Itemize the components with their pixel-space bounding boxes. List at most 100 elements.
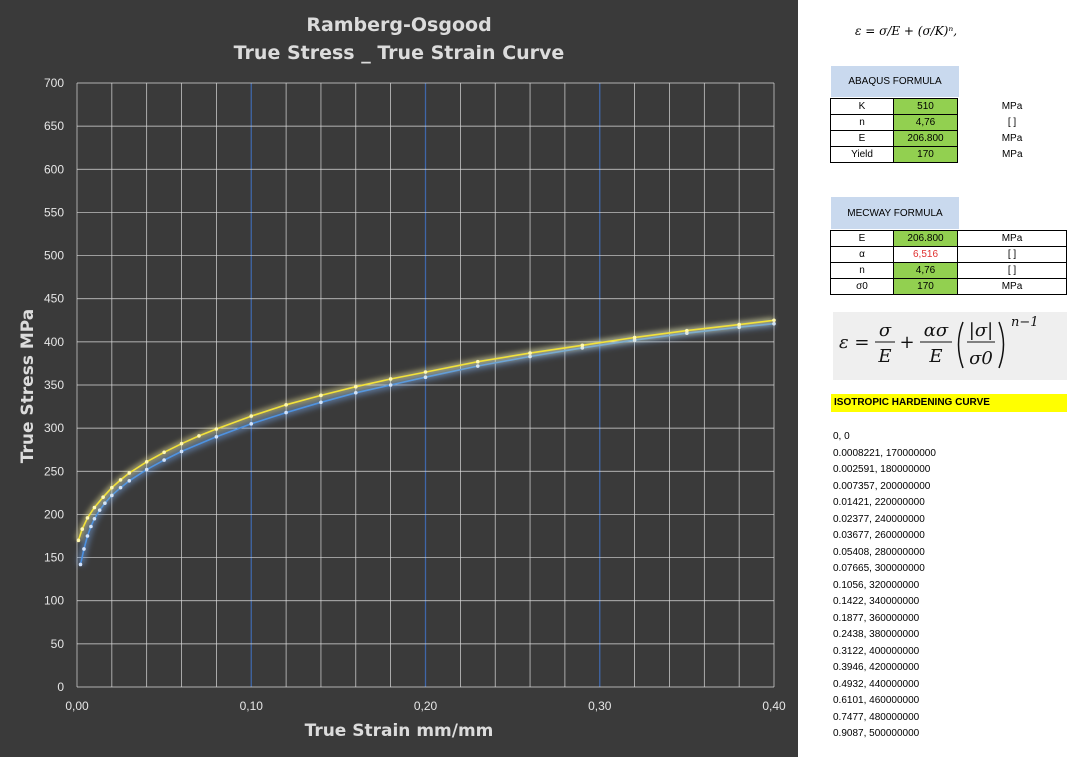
hardening-point: 0.2438, 380000000 [833, 629, 920, 640]
series-group [75, 316, 776, 567]
data-point [214, 434, 219, 439]
y-tick-label: 200 [44, 507, 64, 521]
y-axis-title: True Stress MPa [18, 309, 38, 464]
data-point [197, 434, 201, 438]
y-tick-label: 250 [44, 464, 64, 478]
data-point [179, 449, 184, 454]
param-row: σ0 170 MPa [830, 278, 1067, 295]
data-point [144, 459, 149, 464]
param-label: E [830, 130, 894, 147]
eq-exponent: n−1 [1011, 315, 1039, 330]
abaqus-table: K 510 MPa n 4,76 [ ] E 206.800 MPa Yield 170 MPa [830, 98, 1067, 163]
data-point [103, 501, 107, 506]
param-label: E [830, 230, 894, 247]
data-point [118, 478, 123, 482]
abaqus-equation: ε = σ/E + (σ/K)ⁿ, [855, 24, 958, 38]
isotropic-hardening-title: ISOTROPIC HARDENING CURVE [831, 394, 1067, 412]
mecway-table: E 206.800 MPa α 6,516[ ] n 4,76[ ] σ0 170 MPa [830, 230, 1067, 295]
data-point [144, 467, 149, 472]
hardening-point: 0.0008221, 170000000 [833, 447, 936, 459]
param-row: E 206.800 MPa [830, 130, 1067, 147]
y-tick-label: 550 [44, 205, 64, 219]
param-value[interactable]: 4,76 [893, 114, 958, 131]
param-unit: [ ] [1007, 117, 1017, 128]
param-row: K 510 MPa [830, 98, 1067, 115]
data-point [97, 508, 102, 512]
param-value[interactable]: 510 [893, 98, 958, 115]
data-point [388, 383, 393, 387]
param-label: α [830, 246, 894, 263]
isotropic-hardening-list: 0, 0 0.0008221, 170000000 0.002591, 180000… [833, 429, 936, 743]
param-row: E 206.800 MPa [830, 230, 1067, 247]
x-tick-labels: 0,00 0,10 0,20 0,30 0,40 [65, 699, 786, 713]
x-tick-label: 0,10 [240, 699, 264, 713]
x-tick-label: 0,40 [762, 699, 786, 713]
eq-lhs: ε = [839, 332, 869, 353]
hardening-point: 0.03677, 260000000 [833, 530, 925, 541]
y-tick-label: 400 [44, 335, 64, 349]
data-point [127, 471, 132, 475]
y-tick-label: 50 [51, 637, 65, 651]
data-point [110, 493, 114, 498]
data-point [92, 505, 97, 510]
param-row: n 4,76 [ ] [830, 114, 1067, 131]
eq-den2: E [928, 346, 942, 367]
mecway-equation: ε = σ E + ασ E |σ| σ0 n−1 [833, 312, 1067, 380]
data-point [82, 547, 86, 551]
stress-strain-chart: Ramberg-Osgood True Stress _ True Strain… [18, 14, 786, 741]
param-value[interactable]: 4,76 [893, 262, 958, 279]
y-tick-label: 450 [44, 292, 64, 306]
hardening-point: 0.6101, 460000000 [833, 695, 920, 706]
data-point [89, 524, 93, 529]
chart-panel: Ramberg-Osgood True Stress _ True Strain… [0, 0, 798, 757]
param-label: n [830, 114, 894, 131]
data-point [92, 516, 97, 521]
data-point [249, 422, 254, 426]
y-tick-label: 500 [44, 249, 64, 263]
data-point [354, 384, 358, 389]
param-value[interactable]: 6,516 [893, 246, 958, 263]
x-tick-label: 0,00 [65, 699, 89, 713]
x-tick-label: 0,20 [414, 699, 438, 713]
param-row: n 4,76[ ] [830, 262, 1067, 279]
x-axis-title: True Strain mm/mm [305, 721, 494, 741]
param-unit: MPa [957, 230, 1067, 247]
hardening-point: 0.3946, 420000000 [833, 662, 920, 673]
hardening-point: 0.05408, 280000000 [833, 546, 925, 558]
param-unit: MPa [1001, 149, 1023, 160]
eq-num2: ασ [924, 320, 949, 341]
eq-num1: σ [879, 320, 892, 341]
param-value[interactable]: 170 [893, 278, 958, 295]
eq-sigma0: σ0 [969, 348, 993, 369]
data-point [110, 485, 114, 490]
data-point [162, 458, 166, 462]
hardening-point: 0.01421, 220000000 [833, 497, 925, 508]
abaqus-header: ABAQUS FORMULA [831, 66, 959, 97]
hardening-point: 0.4932, 440000000 [833, 678, 920, 690]
data-point [179, 441, 184, 446]
chart-title: Ramberg-Osgood [306, 14, 491, 36]
data-point [528, 351, 532, 355]
data-point [214, 427, 219, 431]
param-value[interactable]: 206.800 [893, 130, 958, 147]
hardening-point: 0.1877, 360000000 [833, 612, 920, 624]
series-line [77, 319, 775, 541]
data-point [162, 450, 166, 455]
param-label: σ0 [830, 278, 894, 295]
param-unit: MPa [1001, 101, 1023, 112]
y-tick-label: 650 [44, 119, 64, 133]
data-point [85, 534, 90, 538]
param-value[interactable]: 170 [893, 146, 958, 163]
y-tick-labels: 0 50 100 150 200 250 300 350 400 450 500 550 600 650 7… [44, 76, 64, 694]
data-point [76, 538, 81, 543]
hardening-point: 0.07665, 300000000 [833, 563, 925, 574]
data-point [284, 410, 288, 415]
y-tick-label: 350 [44, 378, 64, 392]
data-point [354, 390, 358, 395]
data-point [737, 322, 741, 327]
data-point [580, 343, 585, 348]
hardening-point: 0.9087, 500000000 [833, 728, 920, 739]
param-value[interactable]: 206.800 [893, 230, 958, 247]
hardening-point: 0.1056, 320000000 [833, 579, 920, 591]
y-tick-label: 600 [44, 162, 64, 176]
